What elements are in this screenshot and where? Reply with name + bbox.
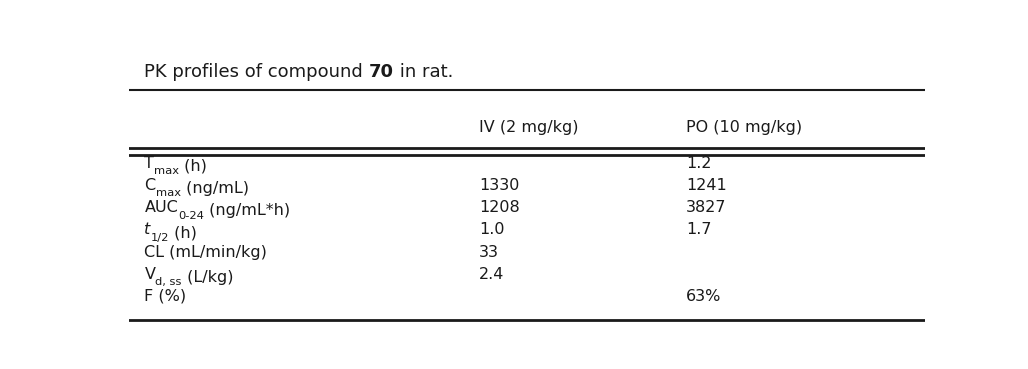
Text: 1330: 1330 bbox=[479, 178, 519, 193]
Text: (h): (h) bbox=[179, 159, 208, 174]
Text: 2.4: 2.4 bbox=[479, 267, 505, 282]
Text: max: max bbox=[154, 166, 179, 176]
Text: (ng/mL): (ng/mL) bbox=[181, 181, 249, 196]
Text: V: V bbox=[144, 267, 155, 282]
Text: in rat.: in rat. bbox=[394, 63, 453, 81]
Text: 1.7: 1.7 bbox=[687, 223, 711, 237]
Text: 70: 70 bbox=[369, 63, 394, 81]
Text: T: T bbox=[144, 156, 154, 171]
Text: (L/kg): (L/kg) bbox=[182, 270, 233, 285]
Text: 0-24: 0-24 bbox=[178, 210, 205, 221]
Text: t: t bbox=[144, 223, 151, 237]
Text: CL (mL/min/kg): CL (mL/min/kg) bbox=[144, 245, 267, 259]
Text: 1208: 1208 bbox=[479, 200, 520, 215]
Text: F (%): F (%) bbox=[144, 289, 186, 304]
Text: AUC: AUC bbox=[144, 200, 178, 215]
Text: 63%: 63% bbox=[687, 289, 722, 304]
Text: 1/2: 1/2 bbox=[151, 233, 169, 243]
Text: IV (2 mg/kg): IV (2 mg/kg) bbox=[479, 120, 579, 135]
Text: 33: 33 bbox=[479, 245, 499, 259]
Text: 1241: 1241 bbox=[687, 178, 727, 193]
Text: max: max bbox=[155, 188, 181, 199]
Text: PK profiles of compound: PK profiles of compound bbox=[144, 63, 369, 81]
Text: 3827: 3827 bbox=[687, 200, 727, 215]
Text: 1.2: 1.2 bbox=[687, 156, 711, 171]
Text: PO (10 mg/kg): PO (10 mg/kg) bbox=[687, 120, 802, 135]
Text: d, ss: d, ss bbox=[155, 277, 182, 287]
Text: (h): (h) bbox=[169, 225, 197, 240]
Text: (ng/mL*h): (ng/mL*h) bbox=[205, 203, 290, 218]
Text: 1.0: 1.0 bbox=[479, 223, 505, 237]
Text: C: C bbox=[144, 178, 155, 193]
